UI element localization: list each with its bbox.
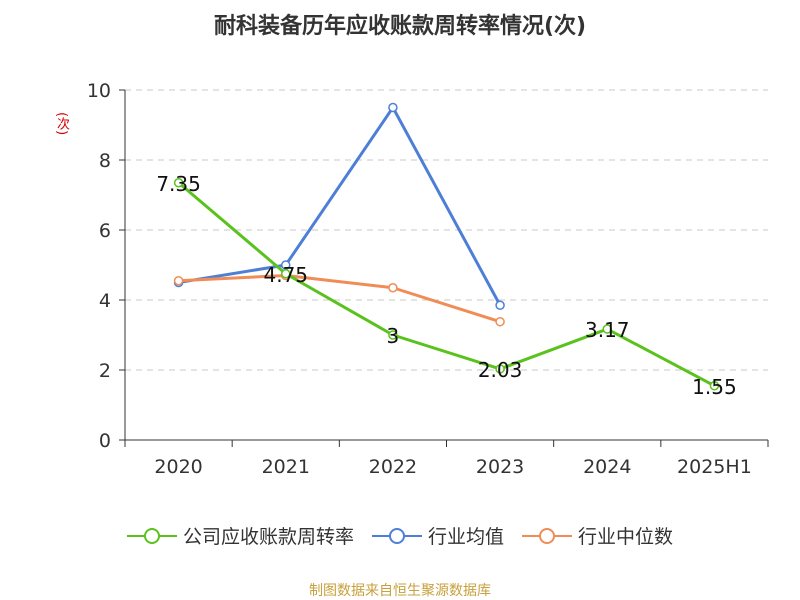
y-tick-label: 0 bbox=[99, 430, 111, 452]
y-tick-label: 10 bbox=[87, 80, 111, 102]
data-point bbox=[495, 364, 505, 374]
x-tick-label: 2022 bbox=[369, 456, 417, 478]
data-label: 3 bbox=[387, 324, 400, 348]
x-tick-label: 2025H1 bbox=[677, 456, 752, 478]
legend-item-company[interactable]: 公司应收账款周转率 bbox=[126, 522, 354, 549]
data-point bbox=[388, 330, 398, 340]
x-tick-label: 2024 bbox=[583, 456, 631, 478]
legend-marker-company bbox=[126, 527, 177, 544]
x-tick-label: 2021 bbox=[262, 456, 310, 478]
data-point bbox=[173, 276, 184, 286]
data-label: 4.75 bbox=[263, 263, 308, 287]
series-line bbox=[178, 274, 501, 324]
y-tick-label: 8 bbox=[99, 150, 111, 172]
x-tick-label: 2020 bbox=[154, 456, 202, 478]
data-point bbox=[173, 178, 184, 188]
legend-label-company: 公司应收账款周转率 bbox=[182, 526, 354, 548]
y-axis-unit: (次) bbox=[54, 112, 69, 136]
legend-label-industry-median: 行业中位数 bbox=[578, 526, 674, 548]
series-line bbox=[177, 181, 716, 388]
data-point bbox=[495, 316, 505, 327]
data-point bbox=[388, 283, 398, 293]
y-tick-label: 6 bbox=[99, 220, 111, 242]
data-label: 1.55 bbox=[692, 375, 737, 399]
legend-item-industry-average[interactable]: 行业均值 bbox=[371, 522, 504, 549]
data-label: 3.17 bbox=[585, 318, 630, 342]
legend-marker-industry-median bbox=[522, 527, 572, 544]
data-point bbox=[281, 269, 291, 279]
data-label: 2.03 bbox=[478, 358, 523, 382]
data-point bbox=[709, 381, 720, 391]
data-source-note: 制图数据来自恒生聚源数据库 bbox=[309, 583, 491, 599]
legend: 公司应收账款周转率 行业均值 行业中位数 bbox=[0, 522, 800, 549]
legend-item-industry-median[interactable]: 行业中位数 bbox=[522, 522, 673, 549]
data-point bbox=[602, 324, 612, 334]
y-tick-label: 2 bbox=[99, 360, 111, 382]
chart-title: 耐科装备历年应收账款周转率情况(次) bbox=[213, 14, 587, 39]
data-point bbox=[495, 300, 505, 310]
legend-marker-industry-average bbox=[371, 527, 422, 544]
data-label: 7.35 bbox=[156, 172, 201, 196]
series-line bbox=[178, 106, 502, 306]
y-tick-label: 4 bbox=[99, 290, 111, 312]
legend-label-industry-average: 行业均值 bbox=[427, 526, 504, 548]
data-point bbox=[388, 102, 398, 113]
x-tick-label: 2023 bbox=[476, 456, 524, 478]
